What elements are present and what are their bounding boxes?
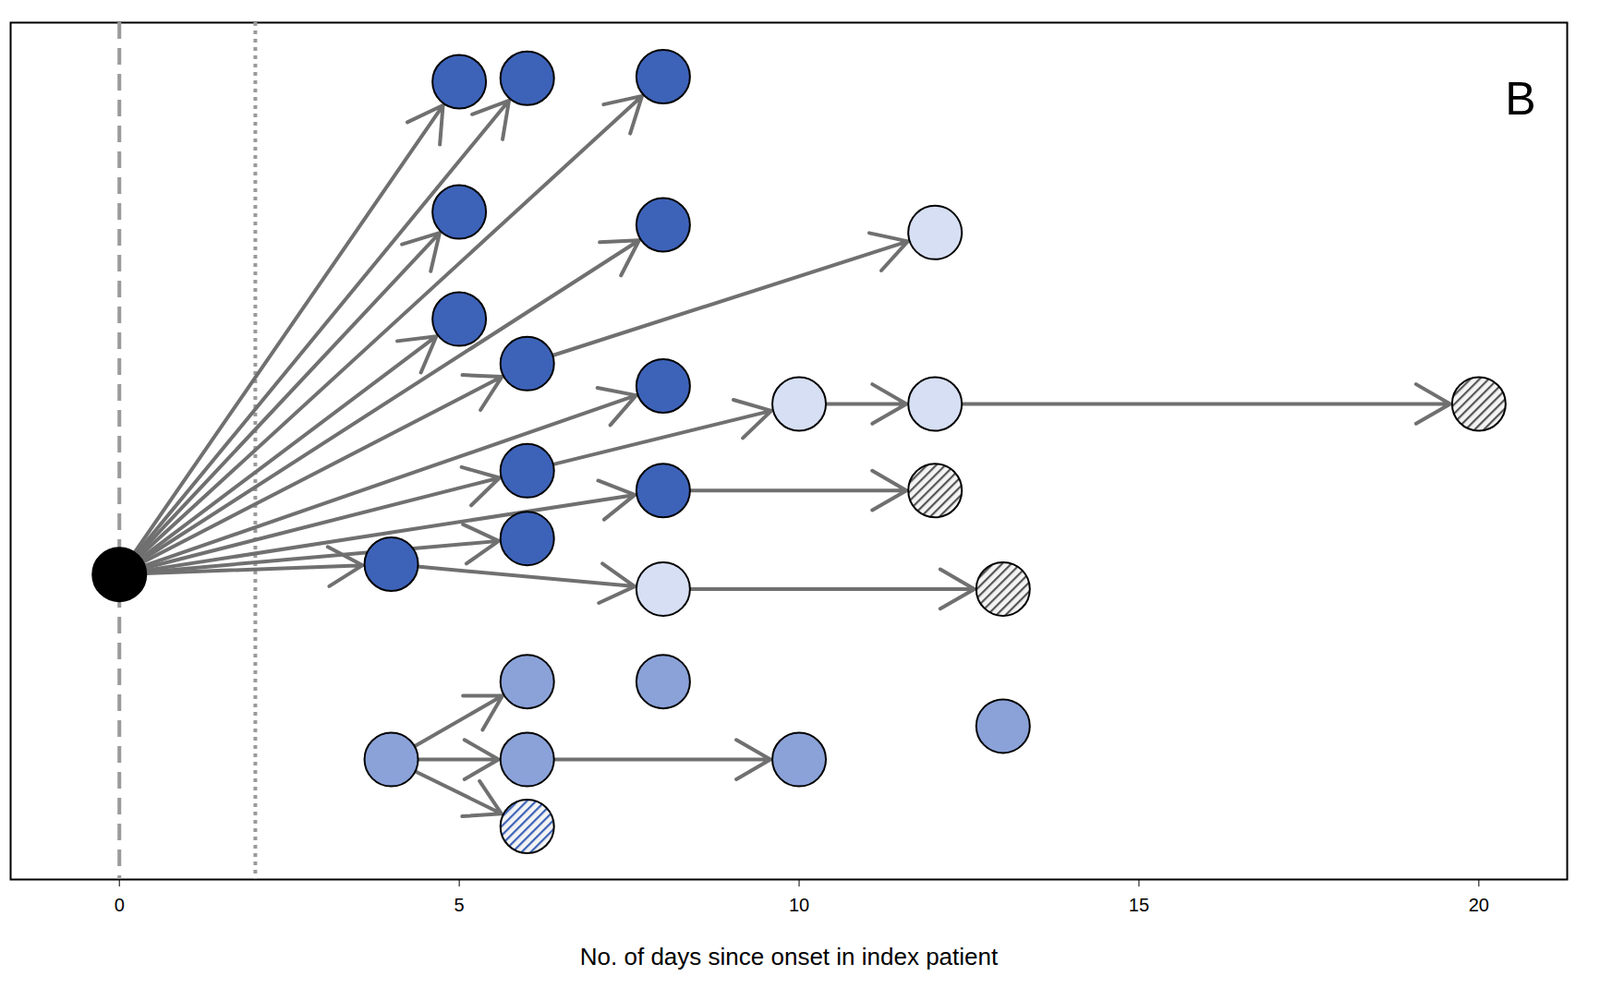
svg-text:10: 10 — [788, 895, 810, 916]
svg-text:20: 20 — [1468, 895, 1490, 916]
svg-text:B: B — [1504, 72, 1536, 125]
svg-text:15: 15 — [1128, 895, 1150, 916]
svg-text:5: 5 — [454, 895, 465, 916]
svg-text:No. of days since onset in ind: No. of days since onset in index patient — [580, 943, 999, 971]
svg-text:0: 0 — [114, 895, 125, 916]
